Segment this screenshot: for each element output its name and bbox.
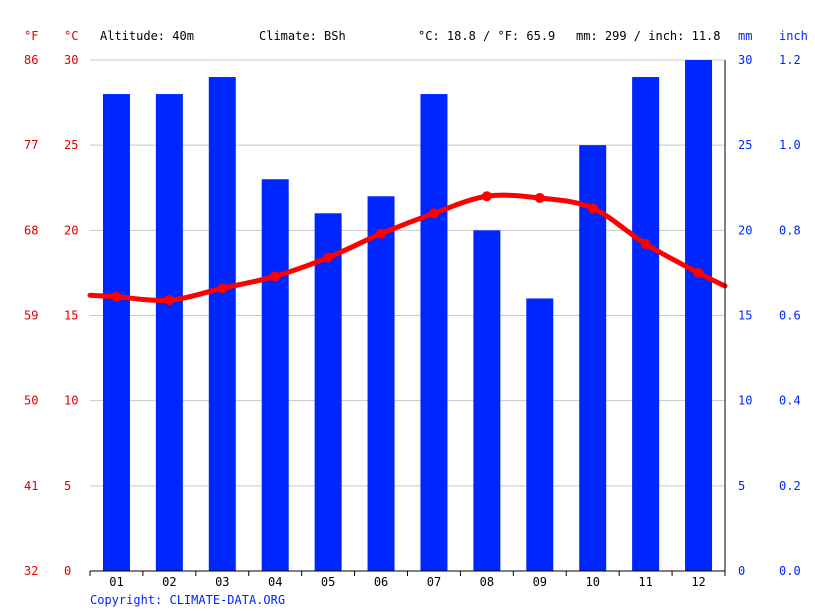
month-tick-label: 09 xyxy=(533,575,547,589)
fahrenheit-tick-label: 59 xyxy=(24,309,38,323)
chart-header: °F °C Altitude: 40m Climate: BSh °C: 18.… xyxy=(24,29,808,43)
precipitation-bar xyxy=(579,145,607,571)
precipitation-bar xyxy=(314,213,342,572)
inch-tick-label: 1.2 xyxy=(779,53,801,67)
climate-label: Climate: BSh xyxy=(259,29,346,43)
inch-tick-label: 0.8 xyxy=(779,223,801,237)
precipitation-bar xyxy=(155,94,183,572)
altitude-label: Altitude: 40m xyxy=(100,29,194,43)
precipitation-bar xyxy=(261,179,289,571)
inch-tick-label: 0.0 xyxy=(779,564,801,578)
precipitation-bars xyxy=(102,60,713,572)
inch-tick-label: 0.6 xyxy=(779,309,801,323)
fahrenheit-tick-label: 32 xyxy=(24,564,38,578)
fahrenheit-unit-label: °F xyxy=(24,29,38,43)
mm-tick-label: 10 xyxy=(738,394,752,408)
month-tick-label: 11 xyxy=(638,575,652,589)
precipitation-bar xyxy=(208,77,236,572)
temperature-curve xyxy=(87,192,728,303)
temperature-point xyxy=(481,191,492,202)
celsius-tick-label: 20 xyxy=(64,223,78,237)
mm-tick-label: 0 xyxy=(738,564,745,578)
mm-tick-label: 30 xyxy=(738,53,752,67)
mm-tick-label: 5 xyxy=(738,479,745,493)
precipitation-bar xyxy=(526,298,554,571)
mm-tick-label: 15 xyxy=(738,309,752,323)
fahrenheit-tick-label: 68 xyxy=(24,223,38,237)
month-tick-label: 04 xyxy=(268,575,282,589)
inch-tick-label: 0.4 xyxy=(779,394,801,408)
month-tick-label: 03 xyxy=(215,575,229,589)
inch-tick-label: 1.0 xyxy=(779,138,801,152)
precipitation-bar xyxy=(473,230,501,572)
temperature-point xyxy=(693,267,704,278)
fahrenheit-tick-label: 50 xyxy=(24,394,38,408)
temperature-point xyxy=(428,208,439,219)
month-tick-label: 10 xyxy=(585,575,599,589)
average-temperature-label: °C: 18.8 / °F: 65.9 xyxy=(418,29,555,43)
fahrenheit-tick-label: 86 xyxy=(24,53,38,67)
month-tick-label: 02 xyxy=(162,575,176,589)
mm-tick-label: 25 xyxy=(738,138,752,152)
celsius-tick-label: 30 xyxy=(64,53,78,67)
total-precipitation-label: mm: 299 / inch: 11.8 xyxy=(576,29,721,43)
inch-tick-label: 0.2 xyxy=(779,479,801,493)
temperature-point xyxy=(111,291,122,302)
month-tick-label: 12 xyxy=(691,575,705,589)
temperature-point xyxy=(270,271,281,282)
precipitation-bar xyxy=(102,94,130,572)
precipitation-bar xyxy=(367,196,395,571)
fahrenheit-tick-label: 41 xyxy=(24,479,38,493)
temperature-point xyxy=(587,203,598,214)
mm-unit-label: mm xyxy=(738,29,752,43)
temperature-line xyxy=(87,191,728,306)
fahrenheit-tick-label: 77 xyxy=(24,138,38,152)
month-tick-label: 08 xyxy=(480,575,494,589)
celsius-tick-label: 10 xyxy=(64,394,78,408)
month-tick-label: 06 xyxy=(374,575,388,589)
precipitation-bar xyxy=(420,94,448,572)
mm-tick-label: 20 xyxy=(738,223,752,237)
temperature-point xyxy=(640,238,651,249)
temperature-point xyxy=(323,252,334,263)
temperature-point xyxy=(534,192,545,203)
inch-unit-label: inch xyxy=(779,29,808,43)
celsius-tick-label: 5 xyxy=(64,479,71,493)
celsius-tick-label: 0 xyxy=(64,564,71,578)
celsius-tick-label: 25 xyxy=(64,138,78,152)
precipitation-bar xyxy=(632,77,660,572)
month-tick-label: 05 xyxy=(321,575,335,589)
celsius-unit-label: °C xyxy=(64,29,78,43)
copyright-link[interactable]: Copyright: CLIMATE-DATA.ORG xyxy=(90,593,285,607)
month-tick-label: 07 xyxy=(427,575,441,589)
grid-lines xyxy=(90,59,725,487)
temperature-point xyxy=(164,295,175,306)
temperature-point xyxy=(376,228,387,239)
temperature-point xyxy=(217,283,228,294)
celsius-tick-label: 15 xyxy=(64,309,78,323)
month-tick-label: 01 xyxy=(109,575,123,589)
precipitation-bar xyxy=(685,60,713,571)
